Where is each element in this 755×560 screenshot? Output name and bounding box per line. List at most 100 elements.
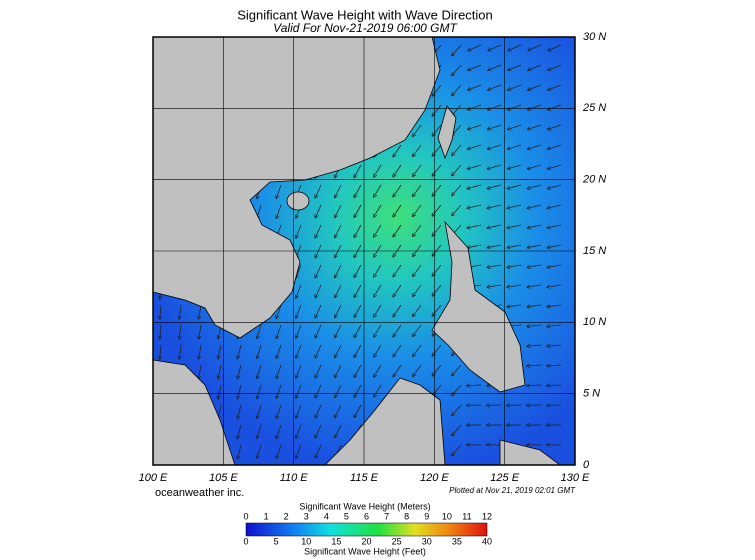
arrow (315, 444, 322, 458)
arrow (452, 424, 462, 436)
arrow (237, 364, 242, 379)
latitude-label: 25 N (582, 102, 606, 114)
longitude-label: 125 E (490, 472, 519, 484)
arrow (374, 224, 382, 237)
arrow (276, 384, 282, 398)
arrow (160, 324, 161, 339)
feet-tick: 0 (243, 536, 248, 546)
arrow (413, 284, 422, 296)
arrow (432, 344, 442, 356)
arrow (527, 204, 542, 208)
taiwan (437, 105, 457, 160)
arrow (335, 404, 342, 418)
arrow (452, 164, 462, 176)
arrow (527, 284, 542, 287)
arrow (393, 164, 402, 177)
arrow (467, 184, 482, 189)
arrow (488, 64, 502, 70)
arrow (315, 204, 322, 218)
arrow (432, 124, 442, 136)
arrow (432, 104, 442, 116)
arrow (452, 404, 462, 416)
arrow (179, 304, 181, 319)
arrow (508, 124, 522, 129)
arrow (296, 364, 302, 378)
arrow (374, 344, 382, 357)
arrow (354, 304, 362, 317)
arrow (508, 84, 522, 90)
arrow (467, 244, 482, 248)
arrow (257, 364, 262, 378)
arrow (296, 444, 302, 458)
mainland (153, 37, 441, 339)
feet-tick: 40 (482, 536, 492, 546)
arrow (160, 304, 161, 319)
plotted-note: Plotted at Nov 21, 2019 02:01 GMT (449, 486, 576, 495)
arrow (393, 304, 402, 317)
arrow (413, 244, 422, 256)
arrow (335, 324, 342, 338)
arrow (296, 344, 302, 358)
longitude-label: 100 E (139, 472, 168, 484)
title: Significant Wave Height with Wave Direct… (237, 7, 493, 22)
arrow (276, 364, 282, 378)
arrow (547, 345, 562, 346)
arrow (547, 385, 562, 386)
arrow (218, 364, 222, 379)
arrow (413, 124, 422, 136)
arrow (487, 224, 502, 228)
arrow (354, 284, 362, 297)
meters-tick: 1 (264, 511, 269, 521)
arrow (468, 44, 482, 50)
arrow (547, 244, 562, 248)
arrow (487, 184, 502, 189)
arrow (468, 144, 482, 149)
map-frame (152, 36, 576, 466)
arrow (315, 224, 322, 238)
longitude-label: 130 E (561, 472, 590, 484)
arrow (374, 164, 382, 177)
arrow (276, 424, 282, 438)
meters-tick: 3 (304, 511, 309, 521)
arrow (237, 444, 242, 459)
arrow (528, 124, 542, 129)
arrow (527, 184, 542, 189)
arrow (393, 364, 402, 377)
borneo (324, 377, 446, 465)
arrow (413, 344, 422, 356)
latitude-label: 20 N (582, 174, 606, 186)
arrow (413, 304, 422, 316)
arrow (432, 144, 442, 156)
arrow (354, 324, 362, 337)
arrow (354, 344, 362, 357)
meters-tick: 6 (364, 511, 369, 521)
arrow (528, 64, 542, 70)
arrow (413, 144, 422, 156)
arrow (354, 204, 362, 217)
arrow (452, 84, 462, 96)
arrow (547, 305, 562, 307)
arrow (508, 144, 522, 149)
arrow (467, 224, 482, 228)
map-area (153, 37, 575, 465)
credit: oceanweather inc. (155, 487, 244, 499)
meters-tick: 12 (482, 511, 492, 521)
arrow (413, 224, 422, 236)
land (153, 37, 561, 465)
arrow (179, 344, 181, 359)
arrow (413, 324, 422, 336)
arrow (296, 424, 302, 438)
arrow (354, 184, 362, 197)
arrow (276, 204, 282, 218)
arrow (488, 124, 502, 129)
arrow (335, 224, 342, 238)
arrow (199, 304, 202, 319)
longitude-label: 120 E (420, 472, 449, 484)
arrow (468, 64, 482, 70)
arrow (237, 344, 242, 359)
arrow (276, 324, 282, 338)
arrow (354, 224, 362, 237)
arrow (547, 224, 562, 228)
feet-tick: 20 (361, 536, 371, 546)
